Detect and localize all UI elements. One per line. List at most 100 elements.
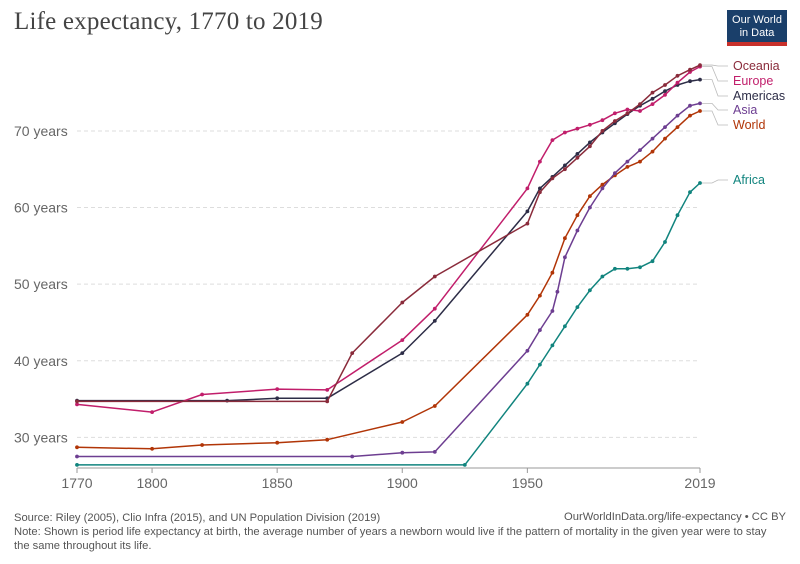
data-point-africa[interactable]	[650, 259, 655, 264]
data-point-asia[interactable]	[675, 113, 680, 118]
series-label-oceania[interactable]: Oceania	[733, 59, 780, 73]
data-point-americas[interactable]	[588, 140, 592, 145]
data-point-europe[interactable]	[400, 338, 405, 342]
data-point-oceania[interactable]	[75, 399, 79, 404]
series-asia[interactable]	[75, 101, 702, 459]
data-point-europe[interactable]	[600, 118, 605, 123]
data-point-oceania[interactable]	[575, 155, 580, 160]
data-point-europe[interactable]	[675, 80, 680, 85]
owid-logo[interactable]: Our World in Data	[727, 10, 787, 46]
data-point-africa[interactable]	[675, 213, 680, 218]
data-point-americas[interactable]	[663, 89, 667, 93]
data-point-oceania[interactable]	[325, 399, 330, 404]
data-point-americas[interactable]	[698, 77, 702, 82]
data-point-oceania[interactable]	[588, 144, 592, 149]
data-point-world[interactable]	[432, 404, 437, 408]
series-europe[interactable]	[75, 64, 702, 414]
data-point-asia[interactable]	[688, 103, 692, 108]
data-point-asia[interactable]	[400, 450, 405, 455]
data-point-world[interactable]	[638, 159, 642, 164]
data-point-africa[interactable]	[698, 181, 702, 185]
data-point-europe[interactable]	[575, 126, 580, 131]
data-point-world[interactable]	[200, 443, 205, 447]
data-point-asia[interactable]	[75, 454, 79, 459]
data-point-asia[interactable]	[613, 171, 617, 176]
series-line-world[interactable]	[76, 110, 701, 450]
data-point-world[interactable]	[588, 194, 592, 199]
data-point-oceania[interactable]	[650, 90, 655, 95]
data-point-world[interactable]	[400, 420, 405, 424]
data-point-oceania[interactable]	[625, 111, 630, 116]
data-point-europe[interactable]	[150, 410, 155, 414]
data-point-americas[interactable]	[275, 396, 280, 401]
data-point-world[interactable]	[575, 213, 580, 218]
data-point-asia[interactable]	[550, 309, 555, 313]
data-point-americas[interactable]	[688, 79, 692, 84]
data-point-africa[interactable]	[538, 362, 542, 367]
data-point-oceania[interactable]	[400, 300, 405, 305]
data-point-world[interactable]	[325, 437, 330, 442]
data-point-europe[interactable]	[650, 102, 655, 106]
data-point-world[interactable]	[650, 149, 655, 154]
data-point-oceania[interactable]	[638, 102, 642, 106]
series-line-asia[interactable]	[77, 102, 701, 458]
data-point-asia[interactable]	[588, 205, 592, 210]
series-africa[interactable]	[75, 181, 702, 467]
data-point-africa[interactable]	[462, 463, 467, 467]
data-point-world[interactable]	[550, 270, 555, 275]
data-point-asia[interactable]	[350, 454, 355, 459]
data-point-asia[interactable]	[525, 348, 530, 353]
data-point-africa[interactable]	[550, 343, 555, 348]
data-point-oceania[interactable]	[613, 119, 617, 123]
data-point-world[interactable]	[275, 440, 280, 445]
data-point-world[interactable]	[563, 236, 567, 241]
data-point-world[interactable]	[538, 293, 542, 298]
data-point-world[interactable]	[150, 446, 155, 451]
series-line-africa[interactable]	[77, 182, 701, 466]
data-point-oceania[interactable]	[698, 63, 702, 67]
data-point-asia[interactable]	[555, 289, 560, 294]
data-point-africa[interactable]	[663, 240, 667, 244]
data-point-americas[interactable]	[432, 319, 437, 323]
data-point-oceania[interactable]	[563, 167, 567, 172]
data-point-oceania[interactable]	[675, 73, 680, 78]
data-point-oceania[interactable]	[663, 83, 667, 87]
data-point-world[interactable]	[663, 136, 667, 141]
series-label-americas[interactable]: Americas	[733, 89, 785, 103]
data-point-world[interactable]	[675, 125, 680, 129]
data-point-americas[interactable]	[650, 96, 655, 101]
data-point-europe[interactable]	[75, 402, 79, 407]
series-label-world[interactable]: World	[733, 118, 765, 132]
data-point-europe[interactable]	[275, 387, 280, 391]
data-point-europe[interactable]	[200, 392, 205, 397]
data-point-americas[interactable]	[538, 186, 542, 191]
series-label-europe[interactable]: Europe	[733, 74, 773, 88]
series-world[interactable]	[75, 109, 702, 451]
data-point-europe[interactable]	[432, 306, 437, 311]
data-point-asia[interactable]	[650, 136, 655, 141]
data-point-europe[interactable]	[325, 388, 330, 392]
data-point-africa[interactable]	[600, 274, 605, 279]
data-point-europe[interactable]	[525, 186, 530, 191]
data-point-europe[interactable]	[625, 107, 630, 112]
data-point-oceania[interactable]	[350, 351, 355, 355]
data-point-oceania[interactable]	[432, 274, 437, 279]
data-point-oceania[interactable]	[550, 176, 555, 181]
data-point-africa[interactable]	[575, 305, 580, 309]
data-point-europe[interactable]	[588, 122, 592, 127]
data-point-asia[interactable]	[432, 450, 437, 454]
data-point-africa[interactable]	[525, 381, 530, 386]
data-point-asia[interactable]	[638, 148, 642, 153]
series-label-asia[interactable]: Asia	[733, 103, 757, 117]
url-license-link[interactable]: OurWorldInData.org/life-expectancy • CC …	[564, 511, 786, 523]
data-point-africa[interactable]	[638, 265, 642, 270]
data-point-europe[interactable]	[663, 93, 667, 97]
data-point-europe[interactable]	[538, 159, 542, 164]
data-point-oceania[interactable]	[600, 129, 605, 133]
data-point-asia[interactable]	[698, 101, 702, 106]
data-point-asia[interactable]	[663, 125, 667, 129]
data-point-americas[interactable]	[563, 163, 567, 168]
data-point-americas[interactable]	[525, 209, 530, 214]
data-point-asia[interactable]	[563, 255, 567, 260]
data-point-europe[interactable]	[563, 130, 567, 135]
